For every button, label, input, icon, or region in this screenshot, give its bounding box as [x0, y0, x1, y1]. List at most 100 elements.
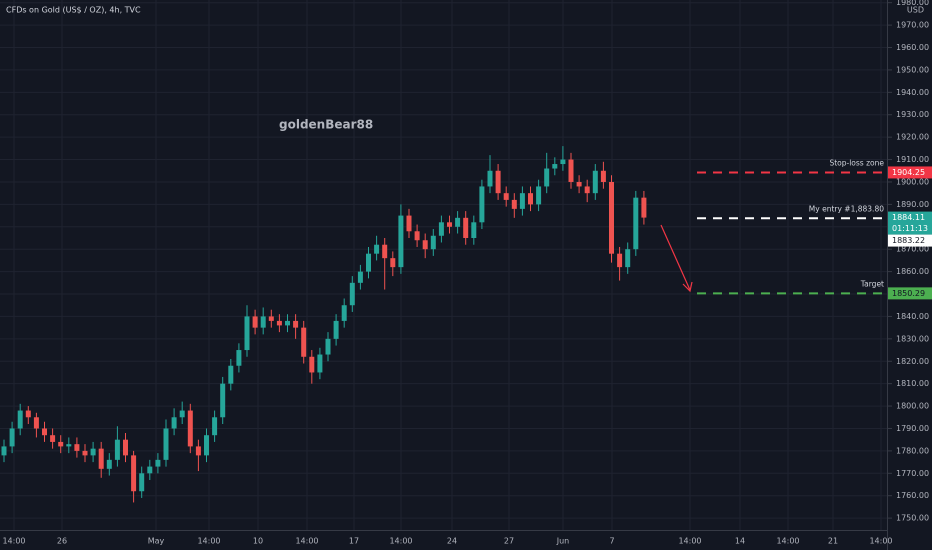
candle-body	[293, 320, 299, 328]
candle-body	[495, 170, 501, 194]
candle-body	[276, 320, 282, 326]
candle-body	[179, 410, 185, 418]
y-tick-label: 1980.00	[896, 0, 929, 7]
candle-body	[447, 222, 452, 227]
candle-body	[479, 186, 485, 223]
y-tick-label: 1970.00	[896, 21, 929, 30]
candle-body	[325, 338, 331, 355]
candle-body	[552, 164, 558, 169]
last-price-bg	[888, 211, 932, 235]
candle-body	[212, 417, 218, 436]
level-price-tag: 1904.25	[892, 168, 925, 177]
marker-price-bg	[888, 234, 932, 247]
y-tick-label: 1810.00	[896, 379, 929, 388]
candle-body	[576, 181, 582, 187]
candle-body	[519, 193, 525, 209]
y-tick-label: 1830.00	[896, 334, 929, 343]
y-tick-label: 1800.00	[896, 402, 929, 411]
candle-body	[471, 222, 477, 238]
candle-body	[1, 446, 7, 456]
y-tick-label: 1780.00	[896, 446, 929, 455]
candle-body	[422, 240, 428, 250]
candle-body	[74, 444, 80, 451]
candle-body	[390, 258, 396, 268]
candle-body	[139, 473, 145, 492]
plot-area: Stop-loss zone My entry #1,883.80 Target	[1, 146, 888, 503]
candle-body	[25, 410, 31, 418]
candle-body	[463, 217, 469, 238]
candle-body	[366, 253, 371, 272]
y-tick-label: 1750.00	[896, 514, 929, 523]
candle-body	[195, 446, 201, 456]
candle-body	[17, 410, 23, 429]
y-tick-label: 1860.00	[896, 267, 929, 276]
candle-body	[147, 466, 153, 474]
x-tick-label: 21	[828, 537, 838, 546]
marker-price: 1883.22	[892, 236, 925, 245]
level-label: Stop-loss zone	[829, 158, 884, 167]
candle-body	[58, 441, 64, 447]
x-tick-label: 7	[609, 537, 614, 546]
y-tick-label: 1930.00	[896, 110, 929, 119]
candle-body	[609, 181, 614, 254]
x-tick-label: 17	[349, 537, 359, 546]
x-tick-label: 27	[504, 537, 514, 546]
candle-body	[414, 231, 420, 241]
candle-body	[90, 448, 96, 456]
level-label: Target	[860, 279, 884, 288]
x-tick-label: 14:00	[678, 537, 701, 546]
candle-body	[204, 435, 209, 456]
arrow-head	[682, 281, 693, 293]
candle-body	[236, 350, 242, 366]
candle-body	[398, 215, 404, 268]
candle-body	[252, 316, 258, 328]
candle-body	[455, 217, 461, 227]
countdown: 01:11:13	[892, 224, 928, 233]
y-tick-label: 1890.00	[896, 200, 929, 209]
candle-body	[584, 186, 590, 194]
candle-body	[268, 316, 274, 321]
y-tick-label: 1910.00	[896, 155, 929, 164]
candle-body	[503, 193, 509, 200]
candle-body	[9, 428, 15, 447]
candle-body	[617, 253, 623, 268]
watermark: goldenBear88	[279, 118, 373, 132]
candle-body	[568, 159, 574, 182]
x-tick-label: 14:00	[2, 537, 25, 546]
x-tick-label: 24	[447, 537, 457, 546]
candle-body	[430, 235, 436, 250]
candle-body	[382, 244, 388, 259]
candle-body	[357, 271, 363, 283]
candle-body	[98, 448, 104, 469]
y-tick-label: 1820.00	[896, 357, 929, 366]
candle-body	[163, 428, 169, 460]
candle-body	[487, 170, 493, 187]
candle-body	[187, 410, 193, 447]
candle-body	[131, 455, 137, 492]
candle-body	[600, 170, 606, 182]
candle-body	[341, 305, 347, 321]
candle-body	[438, 222, 444, 236]
x-tick-label: 26	[57, 537, 67, 546]
y-tick-label: 1870.00	[896, 245, 929, 254]
candle-body	[301, 327, 307, 357]
candle-body	[50, 435, 56, 442]
candle-body	[106, 459, 112, 469]
candle-body	[171, 417, 177, 429]
last-price: 1884.11	[892, 213, 925, 222]
candle-body	[374, 244, 380, 254]
candle-body	[528, 193, 533, 205]
candle-body	[123, 439, 128, 456]
level-price-tag: 1850.29	[892, 289, 925, 298]
x-tick-label: 14:00	[295, 537, 318, 546]
candle-body	[33, 417, 39, 429]
candle-body	[285, 320, 290, 326]
y-tick-label: 1900.00	[896, 177, 929, 186]
candle-body	[317, 354, 323, 373]
x-tick-label: 14	[735, 537, 745, 546]
candle-body	[511, 199, 517, 209]
